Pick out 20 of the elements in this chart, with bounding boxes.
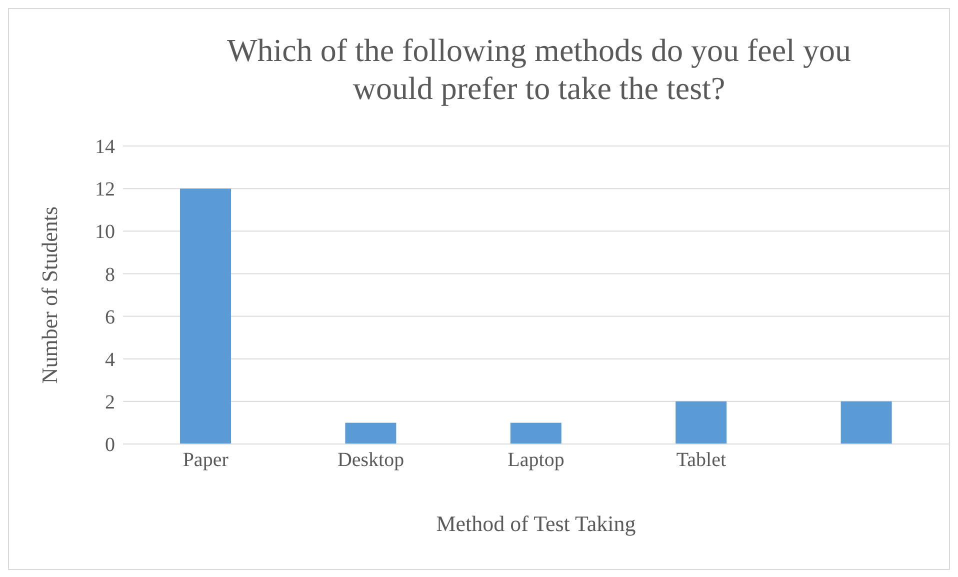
x-tick-label: Tablet xyxy=(676,449,726,472)
y-tick-label: 8 xyxy=(105,264,115,286)
y-tick-label: 10 xyxy=(95,221,115,244)
bar xyxy=(345,422,396,444)
x-tick-label: Laptop xyxy=(508,449,564,472)
bar xyxy=(510,422,562,444)
y-tick-label: 2 xyxy=(105,392,115,414)
y-axis-title: Number of Students xyxy=(36,206,62,384)
bar xyxy=(676,401,727,444)
y-tick-label: 4 xyxy=(105,348,115,371)
y-tick-label: 6 xyxy=(105,306,115,328)
x-axis-title: Method of Test Taking xyxy=(436,511,636,536)
bar xyxy=(840,401,892,444)
x-tick-label: Paper xyxy=(182,449,229,472)
y-tick-label: 12 xyxy=(95,178,115,201)
y-tick-label: 14 xyxy=(95,136,115,158)
chart-title: Which of the following methods do you feel you would prefer to take the test? xyxy=(226,31,852,107)
y-tick-label: 0 xyxy=(105,434,115,456)
bar xyxy=(180,188,231,444)
x-tick-label: Desktop xyxy=(337,449,404,472)
